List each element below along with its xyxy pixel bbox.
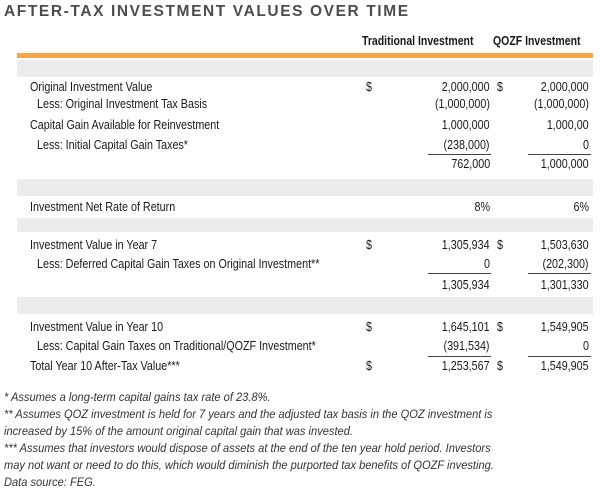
table-row: Less: Original Investment Tax Basis (1,00… (0, 95, 600, 114)
row-label: Less: Deferred Capital Gain Taxes on Ori… (37, 257, 320, 271)
row-label: Less: Capital Gain Taxes on Traditional/… (37, 339, 316, 353)
table-row: Less: Deferred Capital Gain Taxes on Ori… (0, 255, 600, 274)
dollar-sign: $ (366, 359, 372, 373)
subtotal-rule (528, 273, 591, 274)
subtotal-rule (528, 154, 591, 155)
column-header-qozf: QOZF Investment (493, 34, 581, 48)
traditional-value: 762,000 (451, 157, 490, 171)
qozf-value: 2,000,000 (541, 80, 589, 94)
row-label: Investment Value in Year 10 (30, 320, 164, 334)
row-label: Capital Gain Available for Reinvestment (30, 118, 220, 132)
dollar-sign: $ (497, 359, 503, 373)
dollar-sign: $ (497, 238, 503, 252)
row-label: Investment Net Rate of Return (30, 200, 176, 214)
footnote: *** Assumes that investors would dispose… (4, 441, 491, 455)
table-row: Investment Value in Year 7 $1,305,934 $1,5… (0, 236, 600, 255)
traditional-value: (391,534) (443, 339, 490, 353)
dollar-sign: $ (497, 80, 503, 94)
header-rule (17, 53, 593, 58)
qozf-value: 1,549,905 (541, 359, 589, 373)
subtotal-rule (428, 273, 491, 274)
dollar-sign: $ (366, 320, 372, 334)
column-header-traditional: Traditional Investment (362, 34, 474, 48)
table-row: Original Investment Value $2,000,000 $2,00… (0, 78, 600, 97)
row-label: Less: Original Investment Tax Basis (37, 97, 208, 111)
traditional-value: 0 (484, 257, 490, 271)
qozf-value: 1,000,000 (541, 157, 589, 171)
qozf-value: 1,301,330 (541, 278, 589, 292)
table-row: Less: Initial Capital Gain Taxes* (238,00… (0, 136, 600, 155)
dollar-sign: $ (366, 238, 372, 252)
traditional-value: (1,000,000) (435, 97, 490, 111)
row-label: Less: Initial Capital Gain Taxes* (37, 138, 188, 152)
table-row: 762,000 1,000,000 (0, 155, 600, 174)
spacer-band (17, 297, 593, 314)
spacer-band (17, 60, 593, 77)
traditional-value: (238,000) (443, 138, 490, 152)
qozf-value: 0 (583, 339, 589, 353)
table-row: Capital Gain Available for Reinvestment 1… (0, 116, 600, 135)
traditional-value: 1,000,000 (442, 118, 490, 132)
footnote: may not want or need to do this, which w… (4, 458, 494, 472)
qozf-value: 1,549,905 (541, 320, 589, 334)
traditional-value: 1,305,934 (442, 278, 490, 292)
qozf-value: 6% (573, 200, 589, 214)
table-row: 1,305,934 1,301,330 (0, 276, 600, 295)
subtotal-rule (428, 154, 491, 155)
qozf-value: (1,000,000) (534, 97, 589, 111)
footnote: ** Assumes QOZ investment is held for 7 … (4, 407, 493, 421)
row-label: Total Year 10 After-Tax Value*** (30, 359, 180, 373)
subtotal-rule (428, 356, 491, 357)
row-label: Investment Value in Year 7 (30, 238, 158, 252)
footnote: * Assumes a long-term capital gains tax … (4, 390, 271, 404)
qozf-value: 0 (583, 138, 589, 152)
subtotal-rule (528, 356, 591, 357)
footnote: increased by 15% of the amount original … (4, 424, 353, 438)
traditional-value: 1,253,567 (442, 359, 490, 373)
qozf-value: 1,000,00 (547, 118, 589, 132)
table-row: Investment Net Rate of Return 8% 6% (0, 198, 600, 217)
page-title: AFTER-TAX INVESTMENT VALUES OVER TIME (4, 3, 410, 20)
traditional-value: 1,305,934 (442, 238, 490, 252)
spacer-band (17, 179, 593, 196)
traditional-value: 8% (474, 200, 490, 214)
dollar-sign: $ (497, 320, 503, 334)
dollar-sign: $ (366, 80, 372, 94)
traditional-value: 2,000,000 (442, 80, 490, 94)
spacer-band (17, 218, 593, 232)
qozf-value: 1,503,630 (541, 238, 589, 252)
table-row: Investment Value in Year 10 $1,645,101 $1,… (0, 318, 600, 337)
data-source: Data source: FEG. (4, 475, 96, 489)
qozf-value: (202,300) (542, 257, 589, 271)
footnotes: * Assumes a long-term capital gains tax … (4, 389, 598, 491)
table-row: Less: Capital Gain Taxes on Traditional/… (0, 337, 600, 356)
traditional-value: 1,645,101 (442, 320, 490, 334)
table-row: Total Year 10 After-Tax Value*** $1,253,5… (0, 357, 600, 376)
row-label: Original Investment Value (30, 80, 153, 94)
